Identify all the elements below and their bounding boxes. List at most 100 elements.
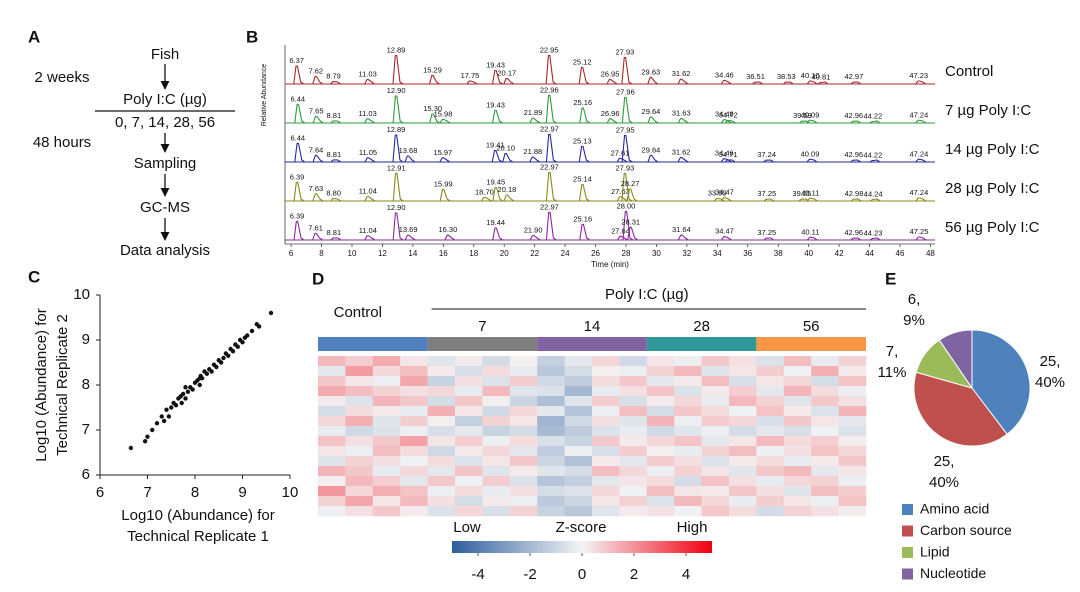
y-tick-label: 10 [73,286,90,303]
cell [646,506,675,517]
cell [756,446,785,457]
cell [372,436,401,447]
peak [720,119,732,124]
cell [701,356,730,367]
peak-label: 13.68 [399,146,418,155]
group-label: 56 [803,318,820,335]
x-axis-label: Technical Replicate 1 [127,528,269,545]
cell [537,396,565,407]
group-bar [537,337,647,351]
cell [482,486,511,497]
cell [619,396,648,407]
cell [783,376,812,387]
peak-label: 19.43 [486,100,505,109]
peak-label: 28.27 [621,179,640,188]
cell [537,436,565,447]
peak-label: 34.46 [715,149,734,158]
cell [345,476,374,487]
point [173,403,179,408]
peak [545,94,557,124]
x-axis-label: Log10 (Abundance) for [121,507,274,524]
cell [729,466,757,477]
cell [729,366,757,377]
group-bar [318,337,428,351]
cell [372,366,401,377]
y-axis-label: Technical Replicate 2 [54,314,71,456]
peak-label: 12.90 [387,203,406,212]
cell [646,446,675,457]
colorbar-tick-label: 0 [578,566,586,583]
x-tick-label: 8 [319,249,324,258]
cell [619,436,648,447]
cell [756,356,785,367]
cell [400,476,428,487]
cell [619,416,648,427]
peak [529,117,541,124]
peak-label: 13.69 [399,225,418,234]
point [180,391,186,397]
cell [372,466,401,477]
cell [509,446,538,457]
cell [427,496,456,507]
peak [677,156,689,163]
peak-label: 37.24 [757,150,776,159]
cell [783,446,812,457]
cell [372,376,401,387]
peak [806,158,818,163]
cell [455,506,483,517]
cell [592,406,620,417]
peak-label: 20.18 [498,185,517,194]
cell [372,356,401,367]
x-tick-label: 9 [238,484,246,501]
peak [850,198,862,202]
cell [646,386,675,397]
peak [915,80,927,85]
peak [293,65,305,85]
peak [529,156,541,163]
peak-label: 15.99 [434,180,453,189]
cell [345,436,374,447]
cell [509,506,538,517]
point [221,355,226,361]
peak-label: 44.23 [864,228,883,237]
peak [817,81,829,85]
peak-label: 42.96 [844,111,863,120]
cell [482,466,511,477]
cell [592,426,620,437]
peak [364,157,376,163]
y-tick-label: 7 [82,421,90,438]
cell [345,416,374,427]
cell [783,426,812,437]
y-tick-label: 6 [82,466,90,483]
group-label: 14 [584,318,601,335]
peak [579,223,591,241]
legend-label: Nucleotide [920,565,986,581]
x-tick-label: 32 [682,249,691,258]
cell [811,476,839,487]
cell [592,376,620,387]
peak [392,212,404,241]
peak-label: 11.03 [359,109,377,118]
cell [455,356,483,367]
y-axis-label: Log10 (Abundance) for [33,308,50,461]
slice-label: 7, [886,343,899,360]
y-axis-label: Relative Abundance [261,64,268,126]
peak-label: 25.16 [573,214,592,223]
point [197,376,202,381]
cell [619,386,648,397]
cell [701,446,730,457]
cell [756,476,785,487]
cell [345,466,374,477]
cell [838,416,867,427]
peak [869,237,881,241]
peak [330,237,342,241]
peak-label: 44.24 [864,189,883,198]
cell [455,476,483,487]
cell [345,406,374,417]
peak [763,198,775,202]
cell [427,416,456,427]
peak-label: 19.41 [486,141,505,150]
cell [619,406,648,417]
cell [482,406,511,417]
peak-label: 34.47 [715,188,734,197]
